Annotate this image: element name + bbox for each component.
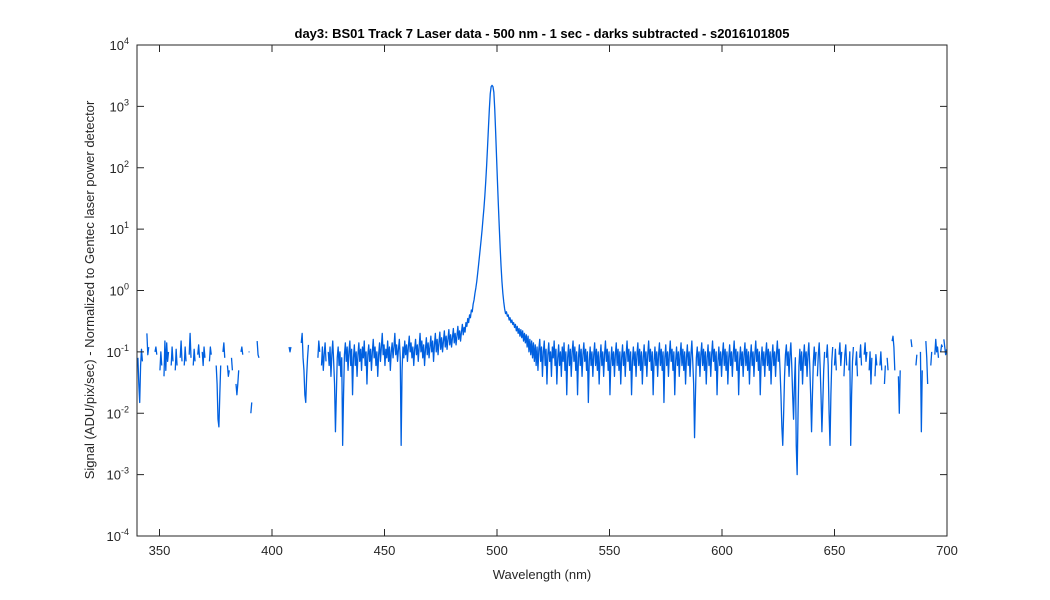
series-line-segment bbox=[146, 333, 150, 356]
series-line-segment bbox=[320, 342, 327, 372]
series-line-segment bbox=[183, 346, 187, 366]
x-axis: 350 400 450 500 550 600 650 700 bbox=[149, 45, 958, 558]
y-tick-label: 103 bbox=[110, 97, 129, 114]
x-tick-label: 400 bbox=[261, 543, 283, 558]
y-tick-label: 101 bbox=[110, 220, 129, 237]
series-line-segment bbox=[925, 341, 929, 384]
series-line-segment bbox=[250, 402, 253, 414]
y-tick-label: 104 bbox=[110, 36, 129, 53]
series-line-segment bbox=[868, 351, 873, 385]
series-line-segment bbox=[170, 346, 174, 366]
series-line-segment bbox=[240, 346, 244, 355]
series-line-segment bbox=[940, 344, 944, 352]
x-tick-label: 450 bbox=[374, 543, 396, 558]
y-axis: 10-4 10-3 10-2 10-1 100 101 102 103 104 bbox=[107, 36, 947, 544]
x-tick-label: 500 bbox=[486, 543, 508, 558]
x-tick-label: 700 bbox=[936, 543, 958, 558]
series-line-segment bbox=[843, 344, 848, 377]
series-line-segment bbox=[197, 344, 201, 358]
series-line-segment bbox=[833, 348, 837, 371]
plot-frame bbox=[136, 44, 948, 537]
series-line-segment bbox=[256, 341, 260, 358]
series-line-segment bbox=[930, 351, 933, 366]
series-line-segment bbox=[934, 338, 940, 358]
series-line-segment bbox=[159, 351, 163, 371]
series-line-segment bbox=[943, 339, 948, 356]
series-line-segment bbox=[208, 346, 212, 362]
series-line-segment bbox=[226, 365, 230, 377]
y-tick-label: 10-3 bbox=[107, 466, 129, 483]
x-tick-label: 600 bbox=[711, 543, 733, 558]
series-line-segment bbox=[915, 354, 918, 366]
x-tick-label: 550 bbox=[599, 543, 621, 558]
series-line-segment bbox=[300, 332, 310, 404]
series-line-segment bbox=[235, 370, 240, 396]
series-line-segment bbox=[816, 342, 826, 433]
y-tick-label: 10-4 bbox=[107, 527, 129, 544]
series-line-segment bbox=[838, 342, 843, 367]
series-line-segment bbox=[154, 346, 158, 355]
series-line-segment bbox=[883, 365, 886, 385]
series-line-segment bbox=[288, 346, 292, 353]
series-line-segment bbox=[863, 342, 868, 363]
series-line-segment bbox=[163, 340, 170, 377]
series-line-segment bbox=[327, 84, 817, 476]
y-tick-label: 10-1 bbox=[107, 343, 129, 360]
series-line-segment bbox=[230, 357, 234, 371]
y-tick-label: 102 bbox=[110, 159, 129, 176]
series-line-segment bbox=[179, 340, 183, 362]
series-line-segment bbox=[137, 348, 144, 404]
series-line-segment bbox=[222, 342, 226, 358]
series-line-segment bbox=[879, 351, 883, 371]
chart-title: day3: BS01 Track 7 Laser data - 500 nm -… bbox=[295, 26, 790, 41]
series-line-segment bbox=[891, 335, 896, 371]
series-line-segment bbox=[919, 351, 923, 433]
y-axis-label: Signal (ADU/pix/sec) - Normalized to Gen… bbox=[82, 100, 97, 479]
series-line-segment bbox=[201, 346, 206, 367]
series-line-segment bbox=[192, 348, 196, 366]
series-line-segment bbox=[897, 370, 901, 414]
x-tick-label: 650 bbox=[824, 543, 846, 558]
x-axis-label: Wavelength (nm) bbox=[493, 567, 592, 582]
series-line-segment bbox=[848, 346, 855, 446]
y-tick-label: 10-2 bbox=[107, 404, 129, 421]
series-line-segment bbox=[859, 344, 863, 366]
series-line-segment bbox=[874, 354, 878, 377]
series-line-segment bbox=[910, 339, 913, 348]
series-line-segment bbox=[188, 332, 192, 358]
series-group bbox=[137, 84, 948, 476]
series-line-segment bbox=[886, 357, 889, 371]
series-line-segment bbox=[174, 348, 178, 371]
x-tick-label: 350 bbox=[149, 543, 171, 558]
series-line-segment bbox=[825, 344, 834, 446]
y-tick-label: 100 bbox=[110, 282, 129, 299]
series-line-segment bbox=[317, 340, 321, 358]
series-line-segment bbox=[855, 351, 859, 377]
series-line-segment bbox=[215, 365, 222, 428]
